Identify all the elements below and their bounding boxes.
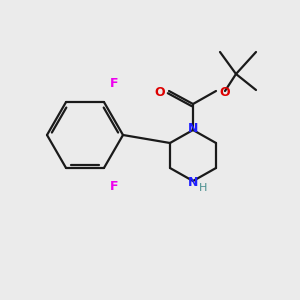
Text: N: N [188,176,198,188]
Text: O: O [220,85,230,98]
Text: F: F [110,77,119,91]
Text: F: F [110,179,119,193]
Text: N: N [188,122,198,136]
Text: O: O [155,85,165,98]
Text: H: H [199,183,207,193]
